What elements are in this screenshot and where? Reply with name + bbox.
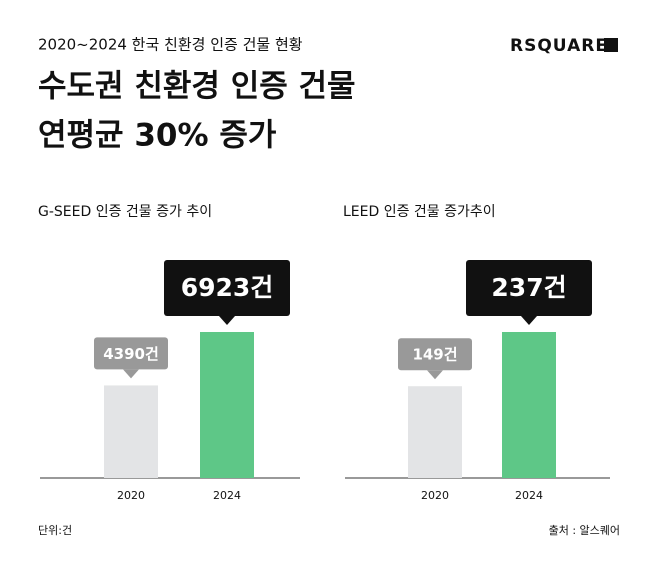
- x-tick-label: 2020: [421, 489, 449, 502]
- chart-title: G-SEED 인증 건물 증가 추이: [38, 204, 212, 220]
- bar: [502, 332, 556, 478]
- bar: [104, 385, 158, 478]
- x-tick-label: 2024: [213, 489, 241, 502]
- callout-pointer: [123, 369, 139, 379]
- subtitle: 2020~2024 한국 친환경 인증 건물 현황: [38, 36, 303, 54]
- bar: [408, 386, 462, 478]
- value-label: 6923건: [181, 273, 274, 302]
- callout-box: [164, 260, 290, 316]
- callout-box: [398, 338, 472, 371]
- logo-mark: [604, 38, 618, 52]
- unit-note: 단위:건: [38, 524, 72, 537]
- x-tick-label: 2024: [515, 489, 543, 502]
- value-label: 4390건: [103, 345, 159, 363]
- callout-box: [94, 337, 168, 370]
- title-line: 연평균 30% 증가: [38, 118, 277, 154]
- value-label: 149건: [412, 346, 457, 364]
- x-tick-label: 2020: [117, 489, 145, 502]
- callout-pointer: [427, 370, 443, 380]
- callout-box: [466, 260, 592, 316]
- callout-pointer: [219, 316, 235, 325]
- chart-title: LEED 인증 건물 증가추이: [343, 204, 496, 220]
- source-note: 출처 : 알스퀘어: [549, 523, 620, 537]
- value-label: 237건: [491, 273, 566, 302]
- callout-pointer: [521, 316, 537, 325]
- bar: [200, 332, 254, 478]
- logo: RSQUARE: [510, 36, 608, 56]
- title-line: 수도권 친환경 인증 건물: [38, 69, 356, 105]
